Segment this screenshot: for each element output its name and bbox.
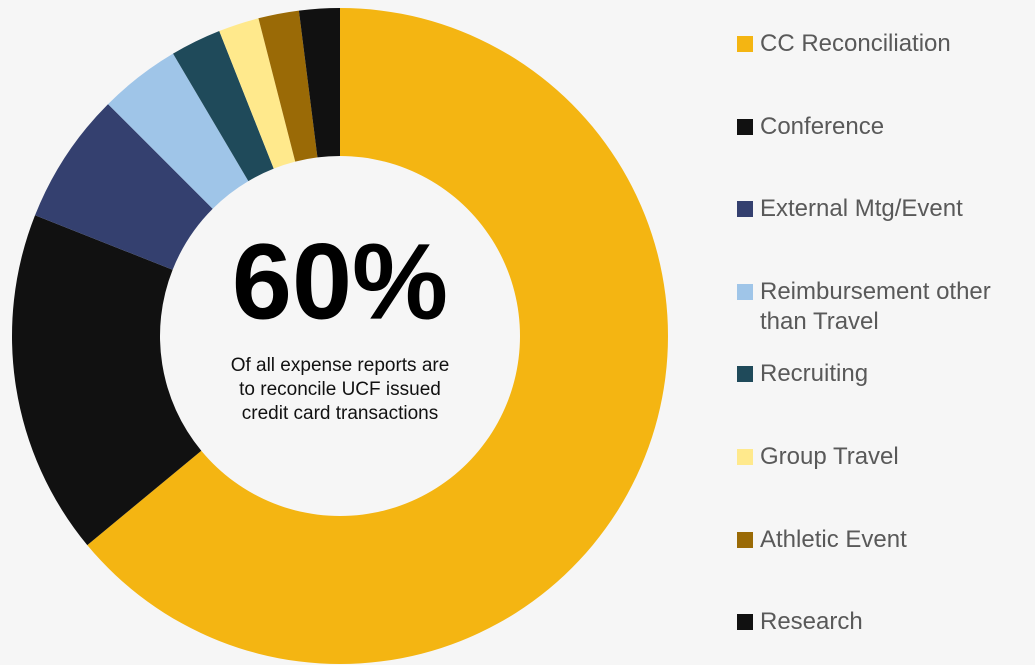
legend-label: Research: [760, 608, 863, 636]
slice: [12, 215, 202, 546]
legend-swatch: [737, 118, 753, 135]
annotation-line: Of all expense reports are: [231, 355, 450, 376]
slice: [108, 53, 249, 209]
legend-entry: Reimbursement other than Travel: [737, 277, 1032, 337]
slice: [35, 104, 213, 270]
legend-entry: Group Travel: [737, 442, 1032, 472]
legend-label: Recruiting: [760, 360, 869, 388]
legend-entry: Research: [737, 607, 1032, 637]
legend-label: CC Reconciliation: [760, 30, 951, 57]
slice: [219, 18, 296, 169]
slice: [258, 10, 318, 162]
legend-label: Conference: [760, 112, 885, 140]
legend-swatch: [737, 531, 753, 548]
slice: [87, 8, 668, 665]
annotation-line: to reconcile UCF issued: [239, 379, 441, 400]
slice: [173, 31, 274, 182]
chart: Of all expense reports are to reconcile U…: [12, 8, 668, 665]
legend-swatch: [737, 614, 753, 631]
legend-swatch: [737, 366, 753, 383]
legend-swatch: [737, 201, 753, 218]
headline: 60%: [232, 221, 448, 342]
legend-entry: Recruiting: [737, 359, 1032, 389]
legend-label: Reimbursement other than Travel: [760, 277, 991, 335]
legend-label: Athletic Event: [760, 525, 907, 553]
legend-swatch: [737, 283, 753, 300]
legend-entry: Conference: [737, 112, 1032, 142]
annotation-line: credit card transactions: [242, 403, 438, 424]
legend-entry: CC Reconciliation: [737, 29, 1032, 59]
legend-label: Group Travel: [760, 443, 899, 470]
legend-entry: Athletic Event: [737, 525, 1032, 555]
legend-entry: External Mtg/Event: [737, 194, 1032, 224]
legend-label: External Mtg/Event: [760, 195, 963, 223]
slice: [298, 8, 340, 158]
legend-swatch: [737, 449, 753, 465]
legend-swatch: [737, 36, 753, 52]
